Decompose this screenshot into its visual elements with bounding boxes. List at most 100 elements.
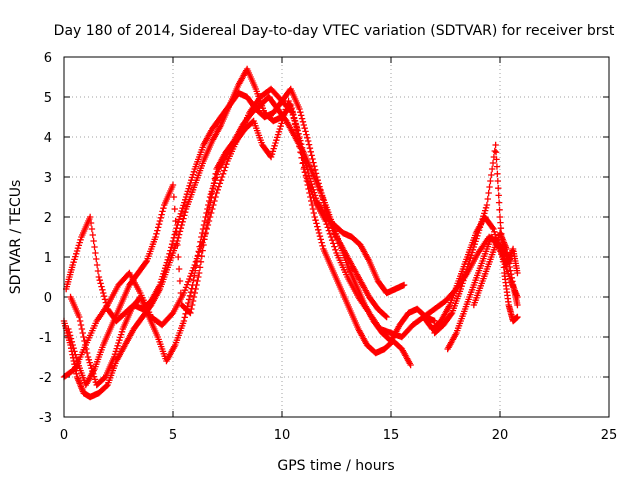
data-point-interp: [172, 217, 179, 225]
data-point-interp: [212, 174, 220, 181]
data-point-interp: [489, 159, 497, 167]
data-point: [285, 97, 292, 105]
data-point-interp: [99, 286, 106, 293]
data-point-interp: [213, 171, 221, 178]
data-point-interp: [495, 199, 503, 206]
data-point-interp: [304, 181, 311, 189]
data-point-interp: [330, 240, 337, 247]
data-point-interp: [306, 189, 313, 197]
data-point-interp: [185, 299, 192, 307]
data-point-interp: [314, 223, 321, 230]
data-point-interp: [93, 255, 100, 263]
data-point-interp: [268, 151, 276, 158]
data-point-interp: [481, 207, 489, 214]
data-point-interp: [299, 118, 307, 125]
data-point-interp: [118, 328, 126, 335]
data-point-interp: [97, 280, 104, 287]
data-point-interp: [77, 236, 84, 243]
data-point-interp: [176, 277, 184, 285]
data-point-interp: [505, 256, 512, 263]
data-point-interp: [476, 224, 484, 231]
data-point-interp: [161, 267, 168, 275]
data-point: [311, 213, 318, 221]
data-point-interp: [73, 370, 80, 377]
plot-frame: [63, 56, 610, 418]
data-point-interp: [312, 217, 319, 224]
data-point-interp: [142, 259, 150, 266]
data-point-interp: [475, 227, 483, 234]
data-point-interp: [159, 273, 166, 280]
data-point-interp: [479, 215, 486, 223]
data-point-interp: [492, 149, 500, 156]
data-point-interp: [86, 359, 93, 366]
data-point-interp: [195, 248, 202, 255]
y-tick-labels: -3 -2 -1 0 1 2 3 4 5 6: [39, 51, 52, 426]
data-point-interp: [489, 224, 496, 231]
data-point-interp: [197, 238, 204, 245]
data-point: [457, 285, 464, 293]
x-tick-label: 0: [60, 428, 68, 443]
series-track-5: [67, 97, 414, 389]
data-point-interp: [477, 221, 485, 228]
data-point-interp: [290, 114, 297, 121]
data-point-interp: [183, 307, 190, 314]
data-point-interp: [471, 241, 478, 248]
x-tick-label: 15: [383, 428, 400, 443]
data-point-interp: [90, 373, 98, 380]
data-point-interp: [326, 230, 334, 237]
data-point-interp: [66, 332, 74, 339]
data-point-interp: [488, 165, 496, 173]
data-point-interp: [91, 243, 98, 251]
data-point-interp: [175, 265, 183, 273]
data-point-interp: [488, 171, 495, 179]
data-point-interp: [504, 253, 512, 260]
data-point-interp: [327, 233, 335, 241]
data-point-interp: [482, 204, 490, 211]
data-point-interp: [299, 160, 306, 167]
data-point: [267, 153, 275, 161]
data-point-interp: [484, 195, 491, 203]
data-point-interp: [300, 121, 307, 129]
data-point-interp: [280, 111, 288, 119]
data-point: [191, 261, 198, 269]
data-point: [492, 141, 499, 149]
data-point-interp: [82, 341, 89, 349]
data-point-interp: [181, 199, 188, 206]
data-point-interp: [203, 209, 210, 217]
data-point-interp: [173, 229, 180, 237]
data-point-interp: [87, 362, 94, 369]
data-point-interp: [311, 163, 318, 170]
data-point-interp: [463, 266, 471, 273]
data-point-interp: [219, 170, 227, 177]
data-point-interp: [90, 370, 97, 377]
data-point-interp: [158, 211, 165, 218]
data-point-interp: [196, 264, 204, 271]
data-point: [483, 201, 491, 209]
data-point-interp: [157, 279, 164, 286]
data-point-interp: [485, 189, 492, 197]
data-point-interp: [507, 267, 514, 274]
data-point-interp: [83, 349, 91, 357]
data-point-interp: [182, 209, 189, 216]
data-point-interp: [291, 117, 298, 124]
x-tick-label: 25: [601, 428, 618, 443]
data-point-interp: [212, 193, 219, 201]
data-point-interp: [507, 271, 515, 278]
data-point-interp: [154, 227, 161, 234]
data-point-interp: [157, 214, 164, 221]
data-point-interp: [188, 301, 196, 309]
data-point: [322, 217, 329, 225]
data-point-interp: [191, 272, 198, 279]
data-point: [296, 105, 303, 113]
data-point-interp: [447, 311, 455, 318]
data-point-interp: [91, 376, 99, 383]
data-point-interp: [308, 152, 315, 159]
data-point-interp: [307, 193, 314, 201]
data-point-interp: [184, 188, 192, 195]
data-point: [110, 353, 118, 361]
data-point: [69, 261, 76, 269]
y-tick-label: 4: [44, 131, 52, 146]
data-point-interp: [164, 256, 171, 263]
data-point: [86, 213, 94, 221]
data-point-interp: [183, 191, 191, 198]
